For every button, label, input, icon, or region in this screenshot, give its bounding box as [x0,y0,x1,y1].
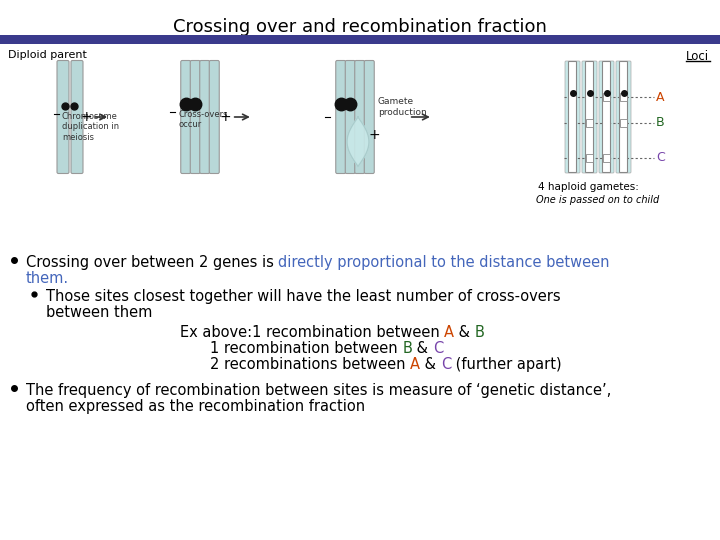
Text: Crossing over and recombination fraction: Crossing over and recombination fraction [173,18,547,36]
Text: directly proportional to the distance between: directly proportional to the distance be… [279,255,610,270]
Bar [0,35,720,44]
Text: C: C [441,357,451,372]
Text: +: + [80,110,92,124]
Text: C: C [656,151,665,164]
FancyBboxPatch shape [603,62,611,172]
Text: A: A [410,357,420,372]
Bar [586,118,593,126]
Text: between them: between them [46,305,153,320]
Text: 1 recombination between: 1 recombination between [210,341,402,356]
Text: Diploid parent: Diploid parent [8,50,87,60]
Text: C: C [433,341,443,356]
Text: Gamete
production: Gamete production [378,97,426,117]
Text: them.: them. [26,271,69,286]
Bar [603,93,610,101]
Text: B: B [656,116,665,129]
Text: One is passed on to child: One is passed on to child [536,195,660,205]
Text: +: + [369,128,381,142]
FancyBboxPatch shape [585,62,593,172]
FancyBboxPatch shape [57,60,69,173]
FancyBboxPatch shape [355,60,365,173]
Bar [620,93,627,101]
Text: B: B [402,341,412,356]
FancyBboxPatch shape [336,60,346,173]
FancyBboxPatch shape [616,61,631,173]
FancyBboxPatch shape [582,61,597,173]
Text: Chromosome
duplication in
meiosis: Chromosome duplication in meiosis [62,112,119,142]
FancyBboxPatch shape [71,60,83,173]
Text: B: B [475,325,485,340]
FancyBboxPatch shape [346,60,355,173]
FancyBboxPatch shape [569,62,577,172]
Text: A: A [444,325,454,340]
Text: Cross-overs
occur: Cross-overs occur [179,110,228,129]
Polygon shape [347,117,369,166]
Text: &: & [454,325,475,340]
FancyBboxPatch shape [190,60,200,173]
Text: &: & [412,341,433,356]
FancyBboxPatch shape [199,60,210,173]
Text: 2 recombinations between: 2 recombinations between [210,357,410,372]
FancyBboxPatch shape [364,60,374,173]
Text: &: & [420,357,441,372]
Text: A: A [656,91,665,104]
Text: Ex above:1 recombination between: Ex above:1 recombination between [180,325,444,340]
Text: Those sites closest together will have the least number of cross-overs: Those sites closest together will have t… [46,289,561,304]
FancyBboxPatch shape [619,62,628,172]
Text: 4 haploid gametes:: 4 haploid gametes: [538,182,639,192]
Text: (further apart): (further apart) [451,357,562,372]
FancyBboxPatch shape [599,61,614,173]
Text: Crossing over between 2 genes is: Crossing over between 2 genes is [26,255,279,270]
Text: Loci: Loci [686,50,709,63]
FancyBboxPatch shape [181,60,191,173]
Bar [603,154,610,161]
Bar [620,118,627,126]
Bar [586,154,593,161]
FancyBboxPatch shape [565,61,580,173]
Text: The frequency of recombination between sites is measure of ‘genetic distance’,: The frequency of recombination between s… [26,383,611,398]
Text: +: + [220,110,232,124]
Text: often expressed as the recombination fraction: often expressed as the recombination fra… [26,399,365,414]
FancyBboxPatch shape [210,60,220,173]
